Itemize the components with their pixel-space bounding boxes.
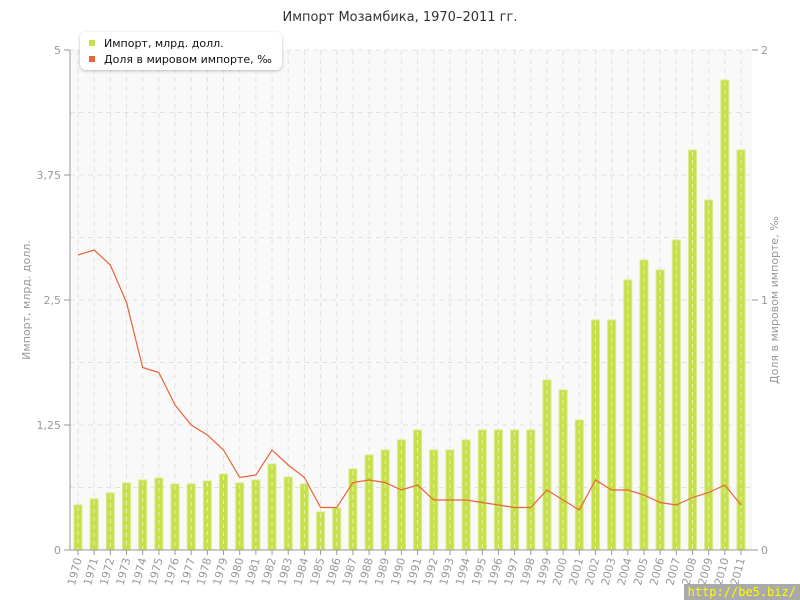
y2-tick-label: 0: [761, 544, 768, 557]
y-tick-label: 1,25: [37, 419, 62, 432]
bar: [364, 454, 374, 551]
y-tick-label: 0: [54, 544, 61, 557]
y-tick-label: 3,75: [37, 169, 62, 182]
legend-item-share[interactable]: Доля в мировом импорте, ‰: [89, 51, 272, 67]
legend-swatch-share: [89, 56, 95, 62]
bar: [170, 483, 180, 551]
y2-axis-label: Доля в мировом импорте, ‰: [768, 216, 781, 384]
y2-tick-label: 2: [761, 44, 768, 57]
bar: [558, 389, 568, 551]
bar: [186, 483, 196, 551]
y2-tick-label: 1: [761, 294, 768, 307]
bar: [299, 483, 309, 551]
legend-label-import: Импорт, млрд. долл.: [104, 36, 224, 50]
y-axis-label: Импорт, млрд. долл.: [20, 240, 33, 360]
legend: Импорт, млрд. долл. Доля в мировом импор…: [80, 32, 282, 70]
legend-swatch-import: [89, 40, 95, 46]
y-tick-label: 2,5: [44, 294, 62, 307]
share-line: [77, 249, 742, 511]
bar: [73, 504, 83, 551]
legend-label-share: Доля в мировом импорте, ‰: [104, 52, 272, 66]
chart-title: Импорт Мозамбика, 1970–2011 гг.: [282, 10, 518, 25]
watermark[interactable]: http://be5.biz/: [683, 584, 800, 600]
legend-item-import[interactable]: Импорт, млрд. долл.: [89, 35, 272, 51]
y-tick-label: 5: [54, 44, 61, 57]
